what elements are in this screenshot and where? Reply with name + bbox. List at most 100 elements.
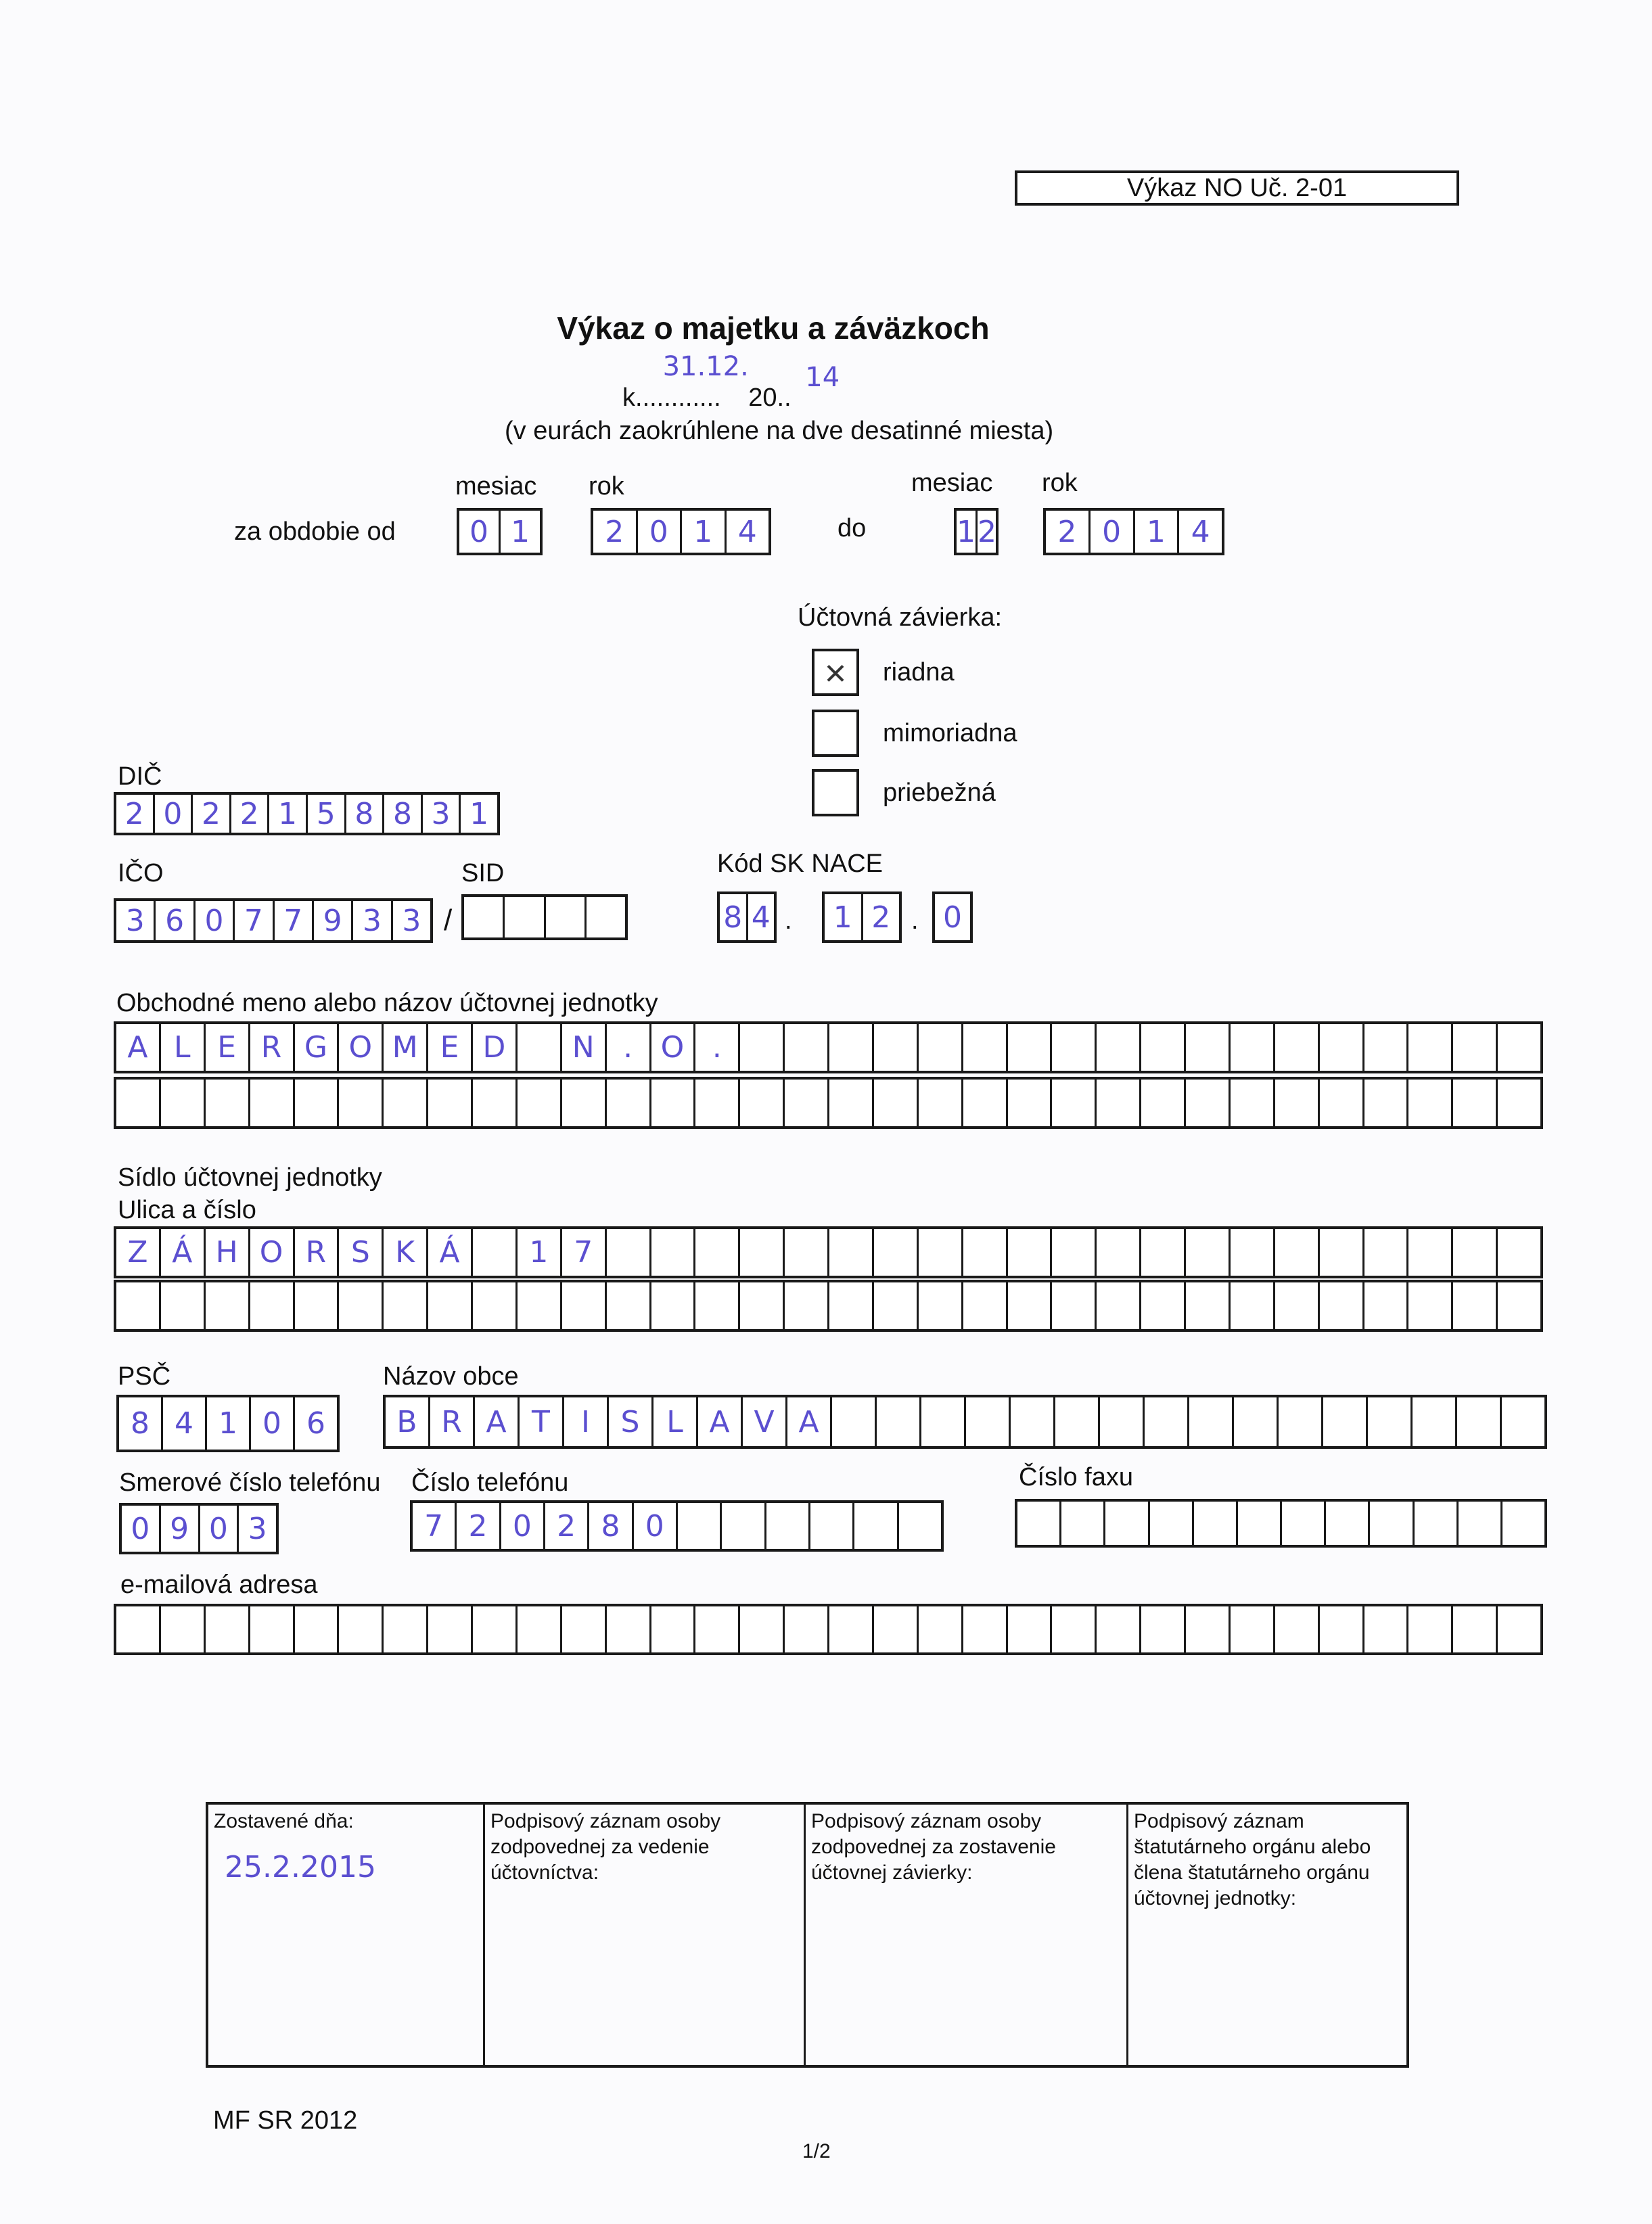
char-cell[interactable] <box>785 1080 829 1126</box>
char-cell[interactable] <box>1364 1606 1409 1652</box>
char-cell[interactable] <box>339 1282 384 1329</box>
char-cell[interactable] <box>829 1282 874 1329</box>
char-cell[interactable] <box>1320 1080 1364 1126</box>
char-cell[interactable] <box>1323 1397 1368 1446</box>
char-cell[interactable] <box>116 1080 161 1126</box>
char-cell[interactable] <box>829 1080 874 1126</box>
char-cell[interactable]: 4 <box>737 514 757 549</box>
char-cell[interactable]: 0 <box>501 1503 545 1549</box>
nace-field-3[interactable]: 0 <box>932 891 973 943</box>
char-cell[interactable] <box>1459 1502 1502 1545</box>
char-cell[interactable] <box>1141 1080 1186 1126</box>
char-cell[interactable] <box>1150 1502 1194 1545</box>
char-cell[interactable] <box>1326 1502 1371 1545</box>
char-cell[interactable] <box>695 1282 741 1329</box>
char-cell[interactable] <box>206 1080 250 1126</box>
char-cell[interactable]: 2 <box>457 1503 501 1549</box>
char-cell[interactable] <box>963 1080 1008 1126</box>
char-cell[interactable] <box>740 1282 785 1329</box>
char-cell[interactable]: 0 <box>122 1506 161 1552</box>
char-cell[interactable] <box>651 1606 696 1652</box>
char-cell[interactable] <box>1052 1080 1097 1126</box>
char-cell[interactable]: 2 <box>1046 511 1091 553</box>
char-cell[interactable]: 8 <box>384 795 423 833</box>
char-cell[interactable] <box>518 1080 562 1126</box>
char-cell[interactable]: O <box>250 1229 295 1276</box>
char-cell[interactable] <box>295 1606 340 1652</box>
email-field[interactable] <box>114 1604 1543 1655</box>
char-cell[interactable]: R <box>295 1229 340 1276</box>
char-cell[interactable] <box>785 1024 829 1071</box>
char-cell[interactable] <box>1052 1606 1097 1652</box>
char-cell[interactable]: 8 <box>589 1503 634 1549</box>
char-cell[interactable] <box>1061 1502 1106 1545</box>
char-cell[interactable]: B <box>386 1397 430 1446</box>
char-cell[interactable]: 2 <box>978 514 996 549</box>
char-cell[interactable] <box>562 1080 607 1126</box>
char-cell[interactable] <box>695 1606 741 1652</box>
char-cell[interactable] <box>1231 1282 1275 1329</box>
char-cell[interactable] <box>473 1229 518 1276</box>
char-cell[interactable] <box>963 1024 1008 1071</box>
char-cell[interactable] <box>1186 1080 1231 1126</box>
char-cell[interactable] <box>1498 1080 1540 1126</box>
char-cell[interactable] <box>464 897 505 937</box>
char-cell[interactable] <box>1231 1606 1275 1652</box>
char-cell[interactable] <box>1097 1606 1142 1652</box>
char-cell[interactable] <box>1282 1502 1327 1545</box>
char-cell[interactable] <box>607 1080 651 1126</box>
char-cell[interactable] <box>1413 1397 1457 1446</box>
char-cell[interactable]: 0 <box>459 511 501 553</box>
char-cell[interactable]: 3 <box>423 795 461 833</box>
char-cell[interactable] <box>766 1503 810 1549</box>
char-cell[interactable] <box>1008 1229 1053 1276</box>
char-cell[interactable] <box>1011 1397 1055 1446</box>
char-cell[interactable]: 1 <box>1135 511 1180 553</box>
char-cell[interactable]: T <box>520 1397 564 1446</box>
char-cell[interactable] <box>1275 1606 1320 1652</box>
char-cell[interactable]: R <box>430 1397 475 1446</box>
char-cell[interactable] <box>250 1282 295 1329</box>
char-cell[interactable] <box>1502 1397 1544 1446</box>
char-cell[interactable]: O <box>339 1024 384 1071</box>
char-cell[interactable]: 0 <box>251 1397 295 1450</box>
char-cell[interactable]: 1 <box>682 511 727 553</box>
checkbox-mimoriadna[interactable] <box>812 710 859 757</box>
char-cell[interactable] <box>1368 1397 1413 1446</box>
char-cell[interactable] <box>1097 1024 1142 1071</box>
char-cell[interactable] <box>384 1080 429 1126</box>
char-cell[interactable] <box>206 1282 250 1329</box>
char-cell[interactable]: R <box>250 1024 295 1071</box>
char-cell[interactable] <box>919 1282 963 1329</box>
char-cell[interactable] <box>161 1606 206 1652</box>
char-cell[interactable] <box>384 1606 429 1652</box>
char-cell[interactable] <box>607 1606 651 1652</box>
char-cell[interactable] <box>1017 1502 1062 1545</box>
char-cell[interactable] <box>1502 1502 1544 1545</box>
char-cell[interactable] <box>1052 1229 1097 1276</box>
char-cell[interactable] <box>1194 1502 1238 1545</box>
char-cell[interactable] <box>295 1282 340 1329</box>
char-cell[interactable]: 0 <box>196 901 235 940</box>
char-cell[interactable] <box>740 1080 785 1126</box>
char-cell[interactable] <box>1364 1282 1409 1329</box>
char-cell[interactable]: 3 <box>116 901 156 940</box>
char-cell[interactable]: S <box>609 1397 653 1446</box>
char-cell[interactable] <box>1186 1024 1231 1071</box>
char-cell[interactable] <box>1234 1397 1279 1446</box>
char-cell[interactable]: 6 <box>156 901 196 940</box>
char-cell[interactable] <box>919 1606 963 1652</box>
char-cell[interactable] <box>1453 1282 1498 1329</box>
char-cell[interactable] <box>651 1282 696 1329</box>
char-cell[interactable] <box>1320 1282 1364 1329</box>
char-cell[interactable] <box>1008 1080 1053 1126</box>
char-cell[interactable] <box>1415 1502 1459 1545</box>
char-cell[interactable]: 7 <box>275 901 314 940</box>
char-cell[interactable] <box>562 1606 607 1652</box>
